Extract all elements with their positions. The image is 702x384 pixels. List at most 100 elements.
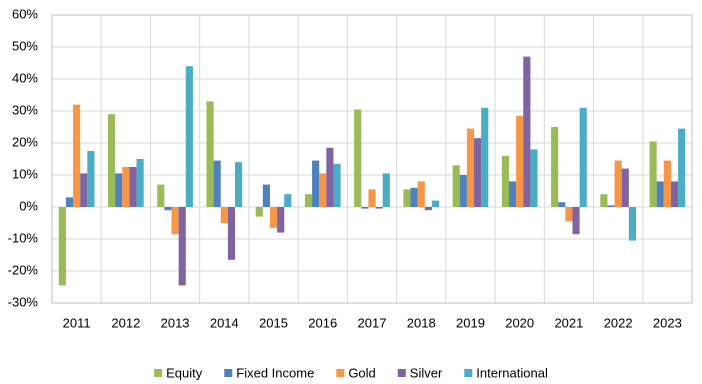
y-tick-label: 0% bbox=[19, 198, 38, 213]
bar bbox=[431, 200, 440, 207]
y-tick-label: -10% bbox=[8, 230, 39, 245]
bar bbox=[122, 167, 130, 207]
legend-label: Equity bbox=[166, 365, 203, 380]
bar bbox=[452, 165, 460, 207]
bar bbox=[508, 181, 517, 207]
bar bbox=[403, 189, 411, 207]
bar bbox=[649, 141, 657, 207]
bar bbox=[73, 104, 81, 207]
bar bbox=[410, 187, 418, 207]
x-tick-label: 2022 bbox=[604, 315, 633, 330]
bar bbox=[65, 197, 74, 207]
bar bbox=[663, 160, 671, 207]
x-tick-label: 2013 bbox=[161, 315, 190, 330]
y-tick-label: 50% bbox=[12, 38, 38, 53]
bar bbox=[312, 160, 320, 207]
bar bbox=[572, 207, 580, 235]
bar bbox=[354, 109, 362, 207]
bar bbox=[185, 66, 193, 207]
x-tick-label: 2021 bbox=[554, 315, 583, 330]
bar bbox=[262, 184, 270, 207]
plot-frame bbox=[51, 14, 693, 304]
bar bbox=[319, 173, 327, 207]
bar bbox=[213, 160, 221, 207]
bar bbox=[530, 149, 538, 207]
bar bbox=[656, 181, 664, 207]
bar bbox=[235, 162, 243, 207]
bar bbox=[304, 194, 313, 207]
bar bbox=[115, 173, 123, 207]
y-tick-label: 30% bbox=[12, 102, 38, 117]
bar bbox=[607, 205, 615, 207]
bar bbox=[375, 207, 383, 209]
y-tick-label: -30% bbox=[8, 294, 39, 309]
bar bbox=[255, 207, 263, 217]
x-tick-label: 2015 bbox=[259, 315, 288, 330]
bar bbox=[621, 168, 629, 207]
bar bbox=[326, 147, 334, 207]
bar bbox=[614, 160, 622, 207]
bar bbox=[516, 115, 524, 207]
bar bbox=[459, 175, 467, 207]
y-tick-label: 20% bbox=[12, 134, 38, 149]
bar bbox=[558, 202, 566, 207]
y-tick-label: 40% bbox=[12, 70, 38, 85]
bar bbox=[501, 155, 509, 207]
legend-label: Silver bbox=[410, 365, 443, 380]
x-tick-label: 2017 bbox=[358, 315, 387, 330]
bar bbox=[565, 207, 573, 222]
bar bbox=[108, 114, 116, 207]
bar bbox=[361, 207, 369, 209]
y-tick-label: 10% bbox=[12, 166, 38, 181]
y-tick-label: -20% bbox=[8, 262, 39, 277]
bar bbox=[466, 128, 475, 207]
bar bbox=[678, 128, 686, 207]
bar bbox=[269, 207, 278, 228]
legend-swatch bbox=[464, 369, 473, 377]
bar bbox=[277, 207, 285, 233]
bar bbox=[424, 207, 432, 211]
legend-label: International bbox=[476, 365, 548, 380]
bar bbox=[474, 138, 482, 207]
bar bbox=[220, 207, 228, 223]
bar bbox=[417, 181, 425, 207]
bar bbox=[178, 207, 186, 286]
bar bbox=[382, 173, 390, 207]
bar bbox=[481, 107, 489, 207]
bar bbox=[368, 189, 376, 207]
legend-swatch bbox=[224, 369, 233, 377]
x-tick-label: 2016 bbox=[308, 315, 337, 330]
bar bbox=[129, 167, 137, 207]
legend-swatch bbox=[336, 369, 345, 377]
bar bbox=[157, 184, 165, 207]
bar bbox=[523, 56, 531, 207]
bar bbox=[628, 207, 636, 241]
bar bbox=[284, 194, 292, 207]
legend-label: Gold bbox=[348, 365, 375, 380]
bar bbox=[206, 101, 214, 207]
bar bbox=[333, 163, 341, 207]
bar bbox=[87, 151, 95, 207]
legend-swatch bbox=[397, 369, 406, 377]
bar bbox=[600, 194, 608, 207]
bar bbox=[670, 181, 679, 207]
bar bbox=[579, 107, 587, 207]
x-tick-label: 2018 bbox=[407, 315, 436, 330]
x-tick-label: 2020 bbox=[505, 315, 534, 330]
x-tick-label: 2011 bbox=[63, 315, 91, 330]
bar bbox=[136, 159, 144, 207]
legend-swatch bbox=[154, 369, 163, 377]
x-tick-label: 2012 bbox=[111, 315, 140, 330]
bar bbox=[164, 207, 172, 211]
bar bbox=[171, 207, 179, 235]
x-tick-label: 2023 bbox=[653, 315, 682, 330]
x-tick-label: 2014 bbox=[210, 315, 239, 330]
bar bbox=[58, 207, 66, 286]
y-tick-label: 60% bbox=[12, 6, 38, 21]
x-tick-label: 2019 bbox=[456, 315, 485, 330]
bar bbox=[227, 207, 236, 260]
bar bbox=[80, 173, 88, 207]
bar bbox=[551, 127, 559, 207]
